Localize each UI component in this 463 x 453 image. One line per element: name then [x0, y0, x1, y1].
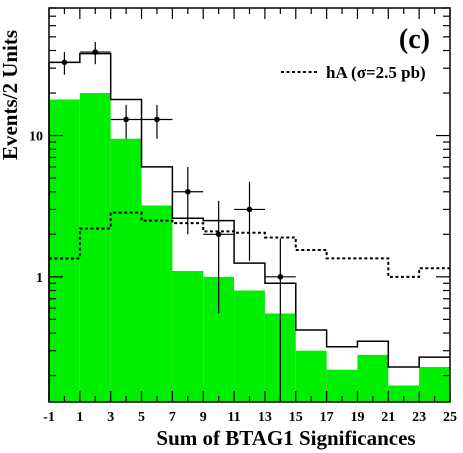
data-point	[123, 116, 129, 123]
x-tick-label: 21	[381, 410, 395, 425]
data-points	[49, 41, 296, 402]
panel-label: (c)	[399, 24, 430, 55]
data-point	[185, 188, 191, 195]
data-point	[92, 49, 99, 55]
green-bar	[388, 385, 420, 402]
y-tick-label: 10	[29, 130, 43, 145]
green-bar	[234, 290, 265, 402]
green-bar	[172, 270, 204, 402]
dashed-step-line	[49, 211, 450, 278]
x-tick-label: -1	[43, 410, 55, 425]
x-tick-label: 5	[138, 410, 145, 425]
data-point	[154, 116, 160, 123]
dashed-histogram	[49, 211, 450, 278]
x-ticks: -1 1 3 5 7 9 11 13 15 17 19 21 23 25	[43, 8, 457, 425]
data-point	[61, 59, 68, 66]
x-tick-label: 17	[320, 410, 334, 425]
data-point	[277, 274, 284, 280]
green-bar	[357, 354, 389, 402]
x-tick-label: 25	[443, 410, 457, 425]
green-bar	[79, 93, 111, 403]
data-point	[246, 206, 253, 213]
y-axis-title: Events/2 Units	[0, 30, 22, 160]
green-bar	[141, 205, 173, 402]
x-tick-label: 11	[227, 410, 240, 425]
x-tick-label: 3	[107, 410, 114, 425]
x-tick-label: 13	[258, 410, 272, 425]
solid-step-line	[48, 52, 450, 402]
y-ticks: 1 10	[29, 7, 450, 377]
solid-histogram	[48, 52, 450, 402]
x-tick-label: 1	[76, 410, 83, 425]
green-bar	[295, 350, 327, 402]
x-tick-label: 23	[412, 410, 426, 425]
legend-entry: hA (σ=2.5 pb)	[326, 63, 426, 82]
x-tick-label: 7	[169, 410, 176, 425]
green-bar	[49, 99, 80, 402]
x-tick-label: 15	[289, 410, 303, 425]
green-bar	[110, 138, 142, 402]
x-tick-label: 9	[200, 410, 207, 425]
x-tick-label: 19	[350, 410, 364, 425]
x-axis-title: Sum of BTAG1 Significances	[156, 426, 415, 450]
y-tick-label: 1	[36, 271, 43, 286]
data-point	[215, 231, 222, 238]
